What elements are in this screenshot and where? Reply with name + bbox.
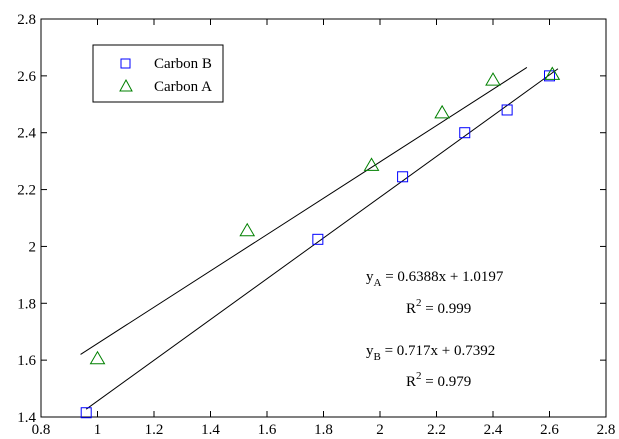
equation-a-rest: = 0.6388x + 1.0197	[381, 269, 503, 285]
equation-a: yA = 0.6388x + 1.0197	[366, 269, 504, 289]
data-point-triangle	[89, 350, 106, 365]
data-point-square	[80, 407, 92, 419]
equation-b-sub: B	[374, 351, 381, 363]
x-tick-label: 1.4	[201, 422, 220, 438]
axis-ticks	[40, 18, 607, 418]
fit-lines	[80, 67, 559, 410]
y-tick-label: 2.8	[17, 12, 36, 28]
legend-marker-carbon-b	[120, 58, 131, 69]
equation-a-sub: A	[374, 277, 382, 289]
data-point-triangle	[544, 66, 561, 80]
r-squared-b: R2 = 0.979	[406, 370, 471, 390]
x-tick-label: 2.8	[597, 422, 616, 438]
legend: Carbon B Carbon A	[92, 44, 224, 103]
y-tick-label: 2	[29, 239, 37, 255]
fit-line-carbon-a	[80, 67, 528, 355]
r-squared-a: R2 = 0.999	[406, 297, 471, 317]
equation-b-rest: = 0.717x + 0.7392	[381, 343, 495, 359]
equation-a-main: y	[366, 269, 374, 285]
r-squared-b-sup: 2	[416, 370, 422, 382]
r-squared-b-rest: = 0.979	[422, 374, 472, 390]
y-tick-label: 2.2	[17, 183, 36, 199]
x-tick-label: 1.8	[314, 422, 333, 438]
data-point-square	[501, 104, 513, 116]
fit-line-carbon-b	[85, 68, 559, 410]
legend-box	[92, 44, 224, 103]
data-point-square	[397, 171, 409, 183]
x-tick-label: 1.2	[145, 422, 164, 438]
data-point-square	[459, 127, 471, 139]
r-squared-a-sup: 2	[416, 297, 422, 309]
y-tick-label: 2.6	[17, 69, 36, 85]
x-tick-label: 1.6	[258, 422, 277, 438]
data-point-triangle	[434, 104, 451, 119]
r-squared-a-rest: = 0.999	[422, 301, 472, 317]
r-squared-b-main: R	[406, 374, 416, 390]
x-tick-label: 1	[94, 422, 102, 438]
r-squared-a-main: R	[406, 301, 416, 317]
data-point-triangle	[239, 222, 256, 237]
data-point-square	[312, 233, 324, 245]
legend-label-carbon-a: Carbon A	[154, 79, 212, 95]
y-tick-label: 1.6	[17, 353, 36, 369]
y-tick-label: 2.4	[17, 126, 36, 142]
y-tick-label: 1.4	[17, 410, 36, 426]
x-tick-label: 0.8	[32, 422, 51, 438]
data-point-triangle	[363, 157, 380, 171]
data-markers	[80, 66, 561, 419]
y-tick-label: 1.8	[17, 296, 36, 312]
legend-label-carbon-b: Carbon B	[154, 56, 212, 72]
data-point-triangle	[485, 72, 501, 86]
data-point-square	[544, 70, 555, 82]
equation-b: yB = 0.717x + 0.7392	[366, 343, 495, 363]
x-tick-label: 2.4	[484, 422, 503, 438]
equation-b-main: y	[366, 343, 374, 359]
axis-tick-labels: 0.8 1 1.2 1.4 1.6 1.8 2 2.2 2.4 2.6 2.8 1.4 1.6 1.8 2 2…	[17, 12, 615, 438]
x-tick-label: 2.6	[540, 422, 559, 438]
legend-marker-carbon-a	[119, 78, 133, 92]
x-tick-label: 2	[376, 422, 384, 438]
x-tick-label: 2.2	[427, 422, 446, 438]
fit-equations: yA = 0.6388x + 1.0197 R2 = 0.999 yB = 0.…	[366, 269, 504, 390]
